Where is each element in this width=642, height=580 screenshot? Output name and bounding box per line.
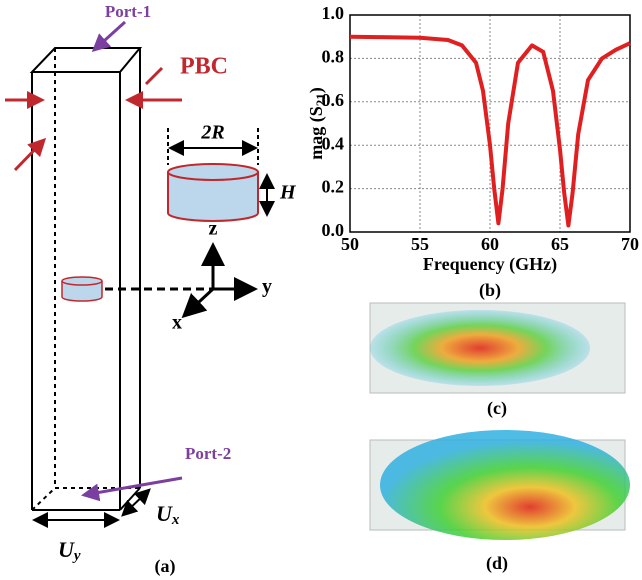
- y-axis-label: mag (S21): [306, 87, 328, 160]
- dimension-lines: [32, 128, 275, 528]
- coordinate-axes: [181, 242, 258, 319]
- cylinder: [167, 163, 259, 222]
- field-plot-c: [369, 302, 626, 394]
- y-tick-label: 0.6: [322, 90, 345, 110]
- plot-frame: [349, 14, 631, 233]
- port-arrows: [81, 20, 183, 502]
- height-label: H: [279, 182, 297, 204]
- pbc-arrows: [5, 66, 182, 172]
- panel-b-label: (b): [479, 280, 501, 301]
- y-tick-label: 0.4: [322, 133, 345, 153]
- s21-chart: 0.0 0.2 0.4 0.6 0.8 1.0 50 55 60 65 70 Frequency (G…: [306, 3, 639, 301]
- port1-label: Port-1: [105, 2, 151, 21]
- y-axis-label-part: 21: [313, 93, 328, 106]
- panel-a-label: (a): [155, 556, 176, 577]
- y-tick-label: 0.8: [322, 47, 345, 67]
- axis-x: x: [172, 312, 182, 334]
- x-axis-label: Frequency (GHz): [423, 254, 557, 275]
- radius-label: 2R: [200, 122, 224, 144]
- small-cylinder: [61, 276, 103, 302]
- port2-label: Port-2: [185, 444, 231, 463]
- y-tick-label: 0.2: [322, 177, 345, 197]
- y-axis-label-part: mag (S: [306, 106, 327, 160]
- x-tick-label: 55: [411, 234, 429, 254]
- curve: [349, 34, 631, 228]
- panel-d-label: (d): [486, 553, 508, 574]
- axis-z: z: [209, 218, 218, 240]
- x-tick-label: 60: [481, 234, 499, 254]
- axis-y: y: [262, 276, 272, 298]
- y-axis-label-part: ): [306, 87, 327, 93]
- y-tick-label: 1.0: [322, 3, 345, 23]
- panel-c-label: (c): [487, 398, 507, 419]
- x-tick-label: 65: [551, 234, 569, 254]
- x-tick-label: 70: [621, 234, 639, 254]
- y-tick-label: 0.0: [322, 220, 345, 240]
- field-plot-d: [369, 430, 630, 540]
- uy-label: Uy: [58, 537, 81, 564]
- x-tick-label: 50: [341, 234, 359, 254]
- ux-label: Ux: [156, 501, 180, 528]
- pbc-label: PBC: [180, 54, 228, 80]
